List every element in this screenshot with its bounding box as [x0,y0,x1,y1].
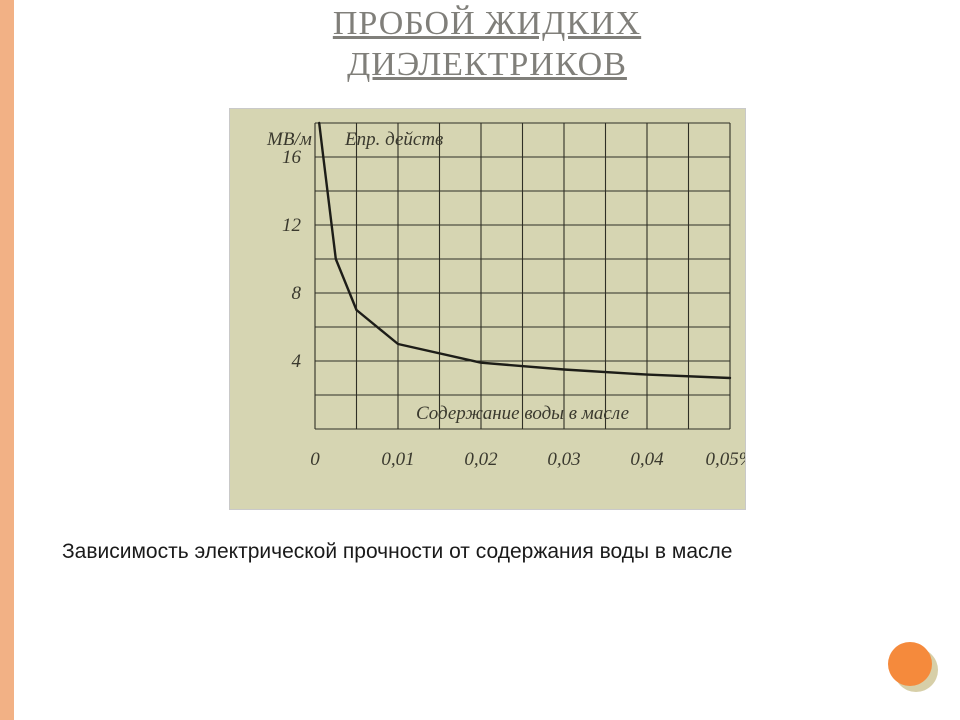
y-tick-label: 16 [282,147,302,168]
x-tick-label: 0,01 [381,449,414,470]
slide: ПРОБОЙ ЖИДКИХ ДИЭЛЕКТРИКОВ МВ/мEпр. дейс… [0,0,960,720]
y-tick-label: 12 [282,215,302,236]
x-inner-label: Содержание воды в масле [415,403,628,424]
slide-title: ПРОБОЙ ЖИДКИХ ДИЭЛЕКТРИКОВ [14,0,960,86]
title-line-2: ДИЭЛЕКТРИКОВ [347,46,627,83]
y-tick-label: 4 [291,351,301,372]
y-tick-label: 8 [291,283,301,304]
x-tick-label: 0,02 [464,449,498,470]
x-tick-label: 0 [310,449,320,470]
curve [319,123,730,378]
chart-container: МВ/мEпр. действ481216Содержание воды в м… [229,108,746,510]
x-tick-label: 0,04 [630,449,664,470]
chart-caption: Зависимость электрической прочности от с… [62,538,882,566]
x-tick-label: 0,03 [547,449,580,470]
chart-svg: МВ/мEпр. действ481216Содержание воды в м… [230,109,745,509]
corner-decoration-icon [886,640,938,692]
title-line-1: ПРОБОЙ ЖИДКИХ [333,5,641,42]
x-tick-label: 0,05% [705,449,745,470]
series-label: Eпр. действ [344,129,443,150]
